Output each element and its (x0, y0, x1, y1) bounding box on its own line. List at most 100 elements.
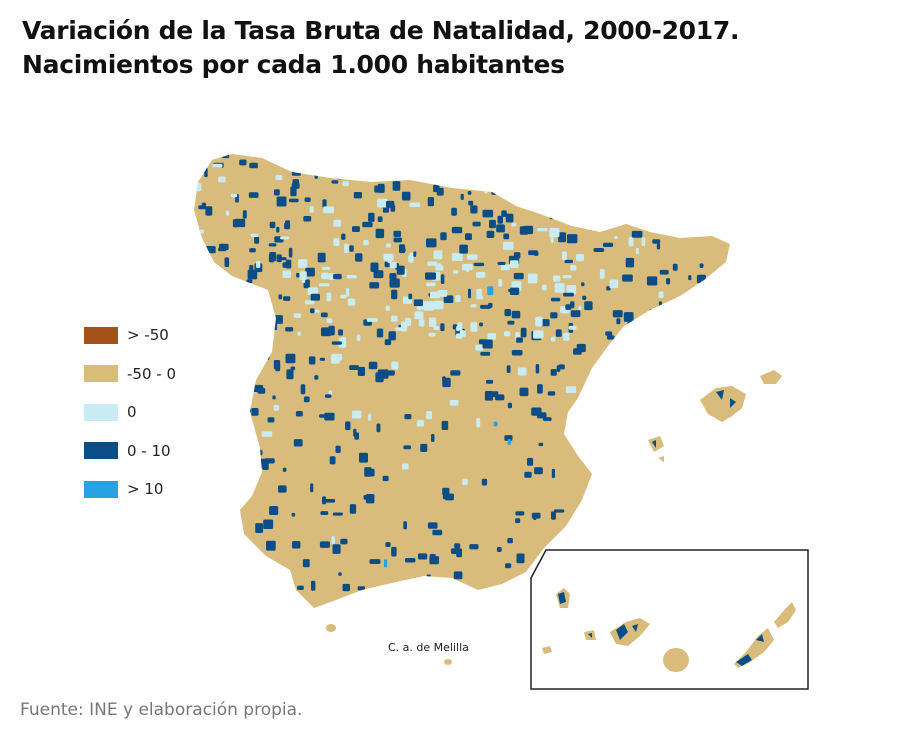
municipality-patch (292, 179, 300, 189)
municipality-patch (486, 173, 495, 183)
municipality-patch (361, 162, 371, 170)
municipality-patch (562, 251, 567, 261)
municipality-patch (333, 238, 340, 246)
municipality-patch (408, 293, 413, 300)
municipality-patch (663, 507, 672, 517)
municipality-patch (601, 374, 608, 378)
municipality-patch (542, 417, 552, 421)
municipality-patch (563, 332, 570, 341)
municipality-patch (249, 248, 256, 253)
municipality-patch (449, 400, 459, 406)
municipality-patch (563, 292, 574, 297)
municipality-patch (324, 158, 328, 168)
municipality-patch (635, 451, 642, 458)
municipality-patch (593, 248, 605, 252)
municipality-patch (562, 275, 572, 279)
municipality-patch (488, 302, 493, 308)
municipality-patch (652, 239, 661, 244)
municipality-patch (551, 468, 555, 479)
municipality-patch (204, 167, 208, 178)
municipality-patch (299, 271, 307, 280)
municipality-patch (418, 553, 428, 560)
municipality-patch (683, 160, 690, 169)
municipality-patch (436, 187, 444, 196)
municipality-patch (656, 243, 661, 250)
municipality-patch (450, 370, 461, 376)
municipality-patch (479, 322, 483, 327)
municipality-patch (321, 266, 331, 270)
municipality-patch (708, 297, 720, 302)
municipality-patch (396, 265, 405, 275)
municipality-patch (482, 209, 494, 218)
municipality-patch (234, 218, 246, 228)
municipality-patch (361, 160, 366, 167)
municipality-patch (201, 291, 208, 297)
municipality-patch (591, 369, 601, 380)
municipality-patch (498, 279, 503, 287)
municipality-patch (611, 208, 617, 217)
municipality-patch (397, 589, 406, 596)
municipality-patch (654, 402, 659, 408)
municipality-patch (302, 559, 310, 568)
municipality-patch (632, 507, 640, 518)
municipality-patch (564, 259, 573, 264)
municipality-patch (390, 204, 396, 212)
municipality-patch (454, 543, 461, 549)
municipality-patch (672, 397, 684, 402)
municipality-patch (671, 321, 676, 325)
municipality-patch (520, 327, 527, 338)
municipality-patch (460, 193, 464, 200)
municipality-patch (367, 468, 375, 477)
municipality-patch (194, 275, 197, 281)
municipality-patch (503, 233, 510, 240)
municipality-patch (728, 287, 730, 297)
municipality-patch (526, 194, 536, 201)
municipality-patch (537, 412, 547, 419)
municipality-patch (321, 272, 329, 280)
municipality-patch (256, 261, 261, 269)
municipality-patch (324, 412, 335, 421)
municipality-patch (513, 252, 521, 259)
municipality-patch (505, 563, 512, 569)
municipality-patch (283, 296, 291, 301)
legend-label: 0 - 10 (127, 441, 171, 460)
municipality-patch (686, 388, 693, 396)
municipality-patch (550, 369, 557, 376)
municipality-patch (643, 530, 650, 540)
municipality-patch (268, 243, 277, 247)
municipality-patch (672, 263, 678, 271)
municipality-patch (504, 331, 511, 337)
municipality-patch (276, 196, 287, 207)
municipality-patch (455, 295, 461, 303)
municipality-patch (331, 341, 342, 345)
municipality-patch (561, 158, 565, 165)
municipality-patch (443, 584, 448, 592)
municipality-patch (391, 315, 398, 322)
municipality-patch (651, 472, 660, 476)
municipality-patch (368, 361, 378, 370)
municipality-patch (433, 250, 443, 260)
municipality-patch (262, 460, 269, 470)
municipality-patch (691, 300, 696, 309)
municipality-patch (389, 278, 400, 288)
municipality-patch (459, 178, 468, 189)
municipality-patch (655, 308, 660, 319)
municipality-patch (261, 350, 270, 360)
municipality-patch (678, 361, 682, 369)
municipality-patch (432, 529, 443, 536)
municipality-patch (598, 179, 606, 187)
municipality-patch (278, 257, 287, 261)
municipality-patch (333, 273, 342, 280)
municipality-patch (700, 427, 705, 435)
municipality-patch (723, 189, 730, 198)
municipality-patch (451, 226, 463, 234)
municipality-patch (374, 185, 384, 193)
municipality-patch (465, 233, 472, 241)
municipality-patch (467, 191, 472, 195)
municipality-patch (353, 428, 357, 437)
municipality-patch (585, 179, 593, 184)
municipality-patch (199, 406, 205, 416)
municipality-patch (541, 284, 547, 291)
municipality-patch (521, 159, 526, 167)
municipality-patch (550, 312, 558, 319)
